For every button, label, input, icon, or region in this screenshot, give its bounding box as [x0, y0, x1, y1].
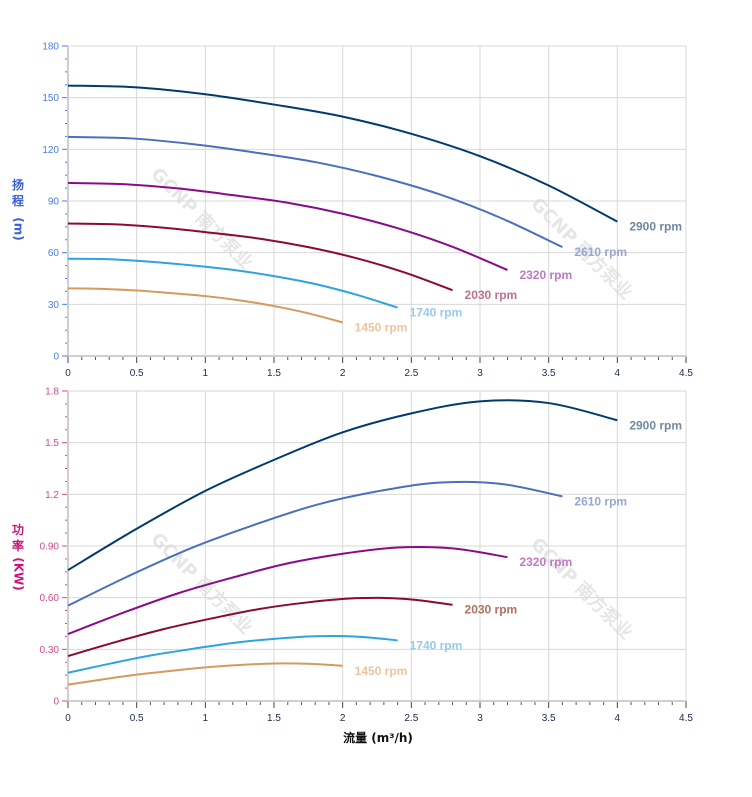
x-tick-label: 1.5 [267, 368, 281, 379]
y-tick-label: 0.30 [40, 645, 60, 656]
y-axis-title-unit: (m) [12, 217, 26, 240]
series-label: 1740 rpm [410, 306, 463, 320]
series-label: 2610 rpm [574, 245, 627, 259]
x-tick-label: 2 [340, 713, 346, 724]
series-line-1450-rpm [67, 662, 343, 686]
x-tick-label: 2.5 [404, 713, 418, 724]
series-label: 2030 rpm [465, 603, 518, 617]
series-label: 2030 rpm [465, 288, 518, 302]
x-tick-label: 4.5 [679, 368, 693, 379]
x-tick-label: 3 [477, 713, 483, 724]
watermark-logo: GCNP 南方泵业 [146, 163, 257, 274]
x-tick-label: 1 [203, 713, 209, 724]
x-tick-label: 4.5 [679, 713, 693, 724]
y-tick-label: 0.60 [40, 593, 60, 604]
series-line-1450-rpm [67, 287, 343, 324]
x-tick-label: 3.5 [542, 368, 556, 379]
y-tick-label: 0 [53, 697, 59, 708]
y-tick-label: 30 [48, 300, 60, 311]
series-line-1740-rpm [67, 635, 398, 674]
series-line-1740-rpm [67, 257, 398, 309]
y-tick-label: 150 [42, 93, 59, 104]
watermark-logo: GCNP 南方泵业 [526, 533, 637, 644]
series-line-2030-rpm [67, 222, 453, 292]
x-tick-label: 0 [65, 713, 71, 724]
y-axis-title: 扬 [12, 177, 24, 192]
y-tick-label: 1.2 [45, 490, 59, 501]
y-axis-title: 功 [12, 522, 24, 537]
series-line-2320-rpm [67, 546, 508, 635]
series-label: 1450 rpm [355, 320, 408, 334]
x-tick-label: 4 [615, 713, 621, 724]
x-tick-label: 0 [65, 368, 71, 379]
x-tick-label: 0.5 [130, 368, 144, 379]
series-label: 2320 rpm [519, 555, 572, 569]
y-tick-label: 1.8 [45, 387, 59, 398]
x-tick-label: 4 [615, 368, 621, 379]
series-label: 1450 rpm [355, 664, 408, 678]
series-line-2610-rpm [67, 480, 563, 607]
y-tick-label: 90 [48, 197, 60, 208]
x-axis-title: 流量 (m³/h) [343, 730, 413, 745]
y-tick-label: 180 [42, 42, 59, 53]
y-tick-label: 0.90 [40, 542, 60, 553]
x-tick-label: 1 [203, 368, 209, 379]
series-line-2610-rpm [67, 135, 563, 249]
series-label: 2900 rpm [629, 418, 682, 432]
series-label: 1740 rpm [410, 638, 463, 652]
x-tick-label: 2 [340, 368, 346, 379]
y-axis-title: 程 [12, 193, 24, 208]
series-line-2030-rpm [67, 596, 453, 658]
y-tick-label: 120 [42, 145, 59, 156]
x-tick-label: 1.5 [267, 713, 281, 724]
y-tick-label: 60 [48, 248, 60, 259]
series-line-2320-rpm [67, 181, 508, 271]
y-tick-label: 1.5 [45, 438, 59, 449]
series-line-2900-rpm [67, 399, 618, 571]
series-label: 2320 rpm [519, 268, 572, 282]
series-label: 2610 rpm [574, 494, 627, 508]
y-axis-title: 率 [12, 538, 24, 553]
y-axis-title-unit: (KW) [12, 557, 26, 591]
x-tick-label: 0.5 [130, 713, 144, 724]
x-tick-label: 2.5 [404, 368, 418, 379]
x-tick-label: 3.5 [542, 713, 556, 724]
series-line-2900-rpm [67, 84, 618, 223]
y-tick-label: 0 [53, 352, 59, 363]
series-label: 2900 rpm [629, 220, 682, 234]
x-tick-label: 3 [477, 368, 483, 379]
